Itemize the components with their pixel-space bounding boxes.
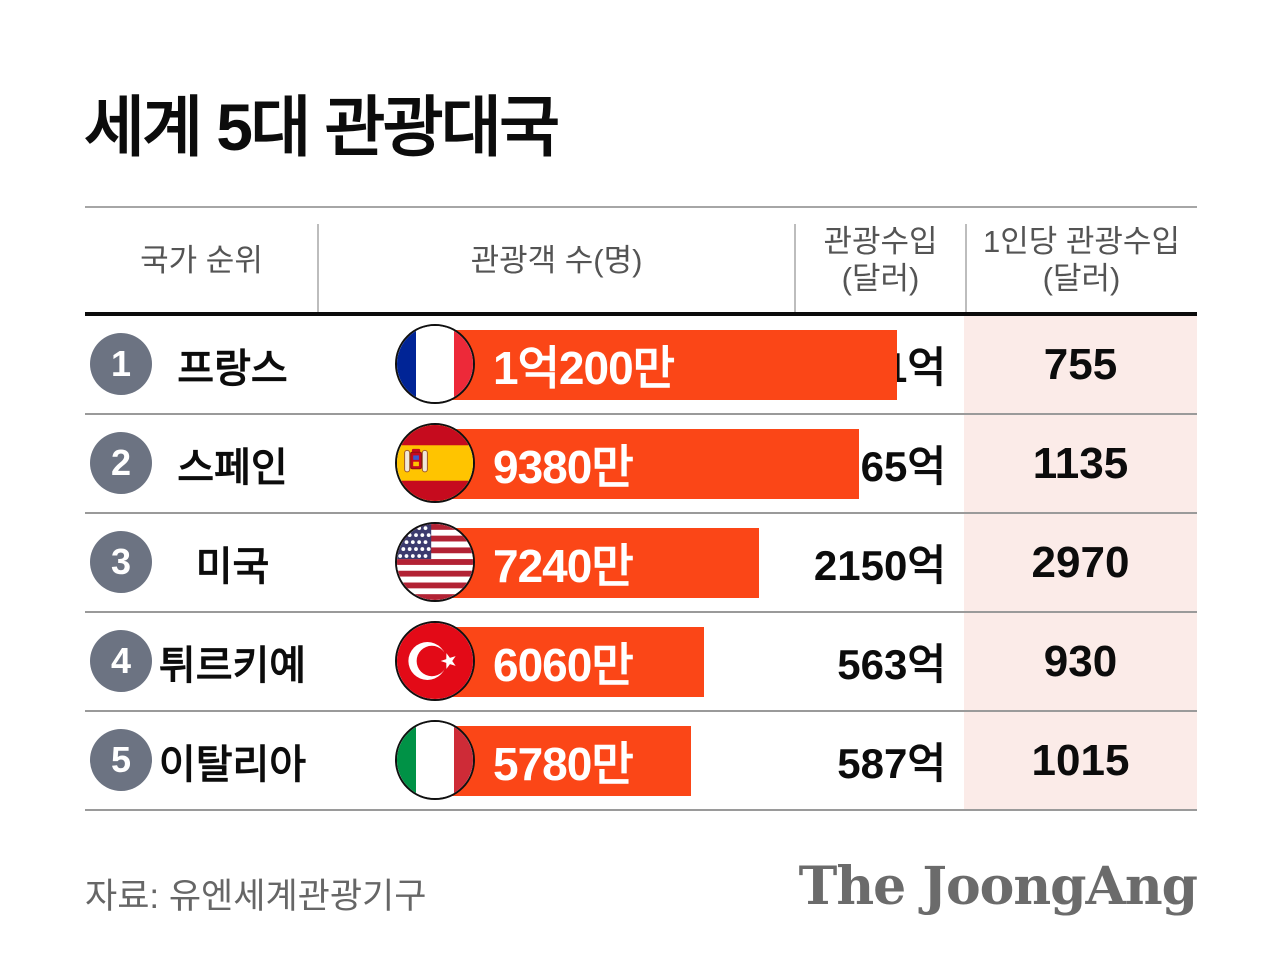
visitors-bar: 6060만: [422, 627, 704, 697]
table-row: 5 이탈리아 5780만 587억 1015: [85, 712, 1197, 811]
percapita-value: 930: [1043, 636, 1118, 686]
revenue-value: 563억: [837, 641, 946, 688]
country-name: 스페인: [177, 445, 288, 490]
rank-badge: 2: [90, 432, 152, 494]
rank-badge: 5: [90, 729, 152, 791]
percapita-value: 1135: [1032, 438, 1129, 488]
page-title: 세계 5대 관광대국: [84, 90, 560, 164]
column-header-revenue: 관광수입 (달러): [795, 208, 966, 312]
column-header-rank: 국가 순위: [140, 242, 263, 278]
visitors-bar: 7240만: [422, 528, 759, 598]
table-header: 국가 순위 관광객 수(명) 관광수입 (달러) 1인당 관광수입 (달러): [85, 208, 1197, 312]
country-name: 미국: [195, 544, 270, 589]
italy-flag-icon: [395, 720, 475, 800]
spain-flag-icon: [395, 423, 475, 503]
france-flag-icon: [395, 324, 475, 404]
header-divider: [794, 224, 796, 312]
percapita-value: 755: [1043, 339, 1118, 389]
revenue-value: 587억: [837, 740, 946, 787]
visitors-value: 1억200만: [493, 342, 675, 394]
visitors-bar: 9380만: [422, 429, 859, 499]
revenue-value: 2150억: [813, 542, 946, 589]
rank-badge: 1: [90, 333, 152, 395]
visitors-value: 7240만: [493, 540, 634, 592]
country-name: 프랑스: [177, 346, 288, 391]
rank-badge: 4: [90, 630, 152, 692]
source-note: 자료: 유엔세계관광기구: [85, 877, 427, 916]
visitors-value: 9380만: [493, 441, 634, 493]
visitors-value: 5780만: [493, 738, 634, 790]
column-header-revenue-line2: (달러): [841, 261, 920, 296]
header-divider: [317, 224, 319, 312]
percapita-value: 1015: [1031, 735, 1130, 785]
percapita-value: 2970: [1031, 537, 1130, 587]
table-row: 2 스페인 9380만 1065억 1135: [85, 415, 1197, 514]
visitors-bar: 1억200만: [422, 330, 897, 400]
column-header-percapita-line2: (달러): [1042, 261, 1121, 296]
publisher-logo: The JoongAng: [798, 856, 1198, 917]
column-header-percapita: 1인당 관광수입 (달러): [966, 208, 1197, 312]
visitors-value: 6060만: [493, 639, 634, 691]
table-row: 1프랑스1억200만771억755: [85, 316, 1197, 415]
percapita-column-highlight: [964, 316, 1197, 811]
table-row: 4 튀르키예 6060만 563억 930: [85, 613, 1197, 712]
table-top-line: [85, 206, 1197, 208]
usa-flag-icon: [395, 522, 475, 602]
column-header-percapita-line1: 1인당 관광수입: [983, 224, 1180, 259]
column-header-visitors: 관광객 수(명): [470, 242, 643, 278]
column-header-revenue-line1: 관광수입: [823, 224, 938, 259]
header-bottom-line: [85, 312, 1197, 316]
country-name: 이탈리아: [158, 742, 307, 787]
header-divider: [965, 224, 967, 312]
table-row: 3 미국 7240만 2150억 2970: [85, 514, 1197, 613]
rank-badge: 3: [90, 531, 152, 593]
turkey-flag-icon: [395, 621, 475, 701]
country-name: 튀르키예: [158, 643, 307, 688]
